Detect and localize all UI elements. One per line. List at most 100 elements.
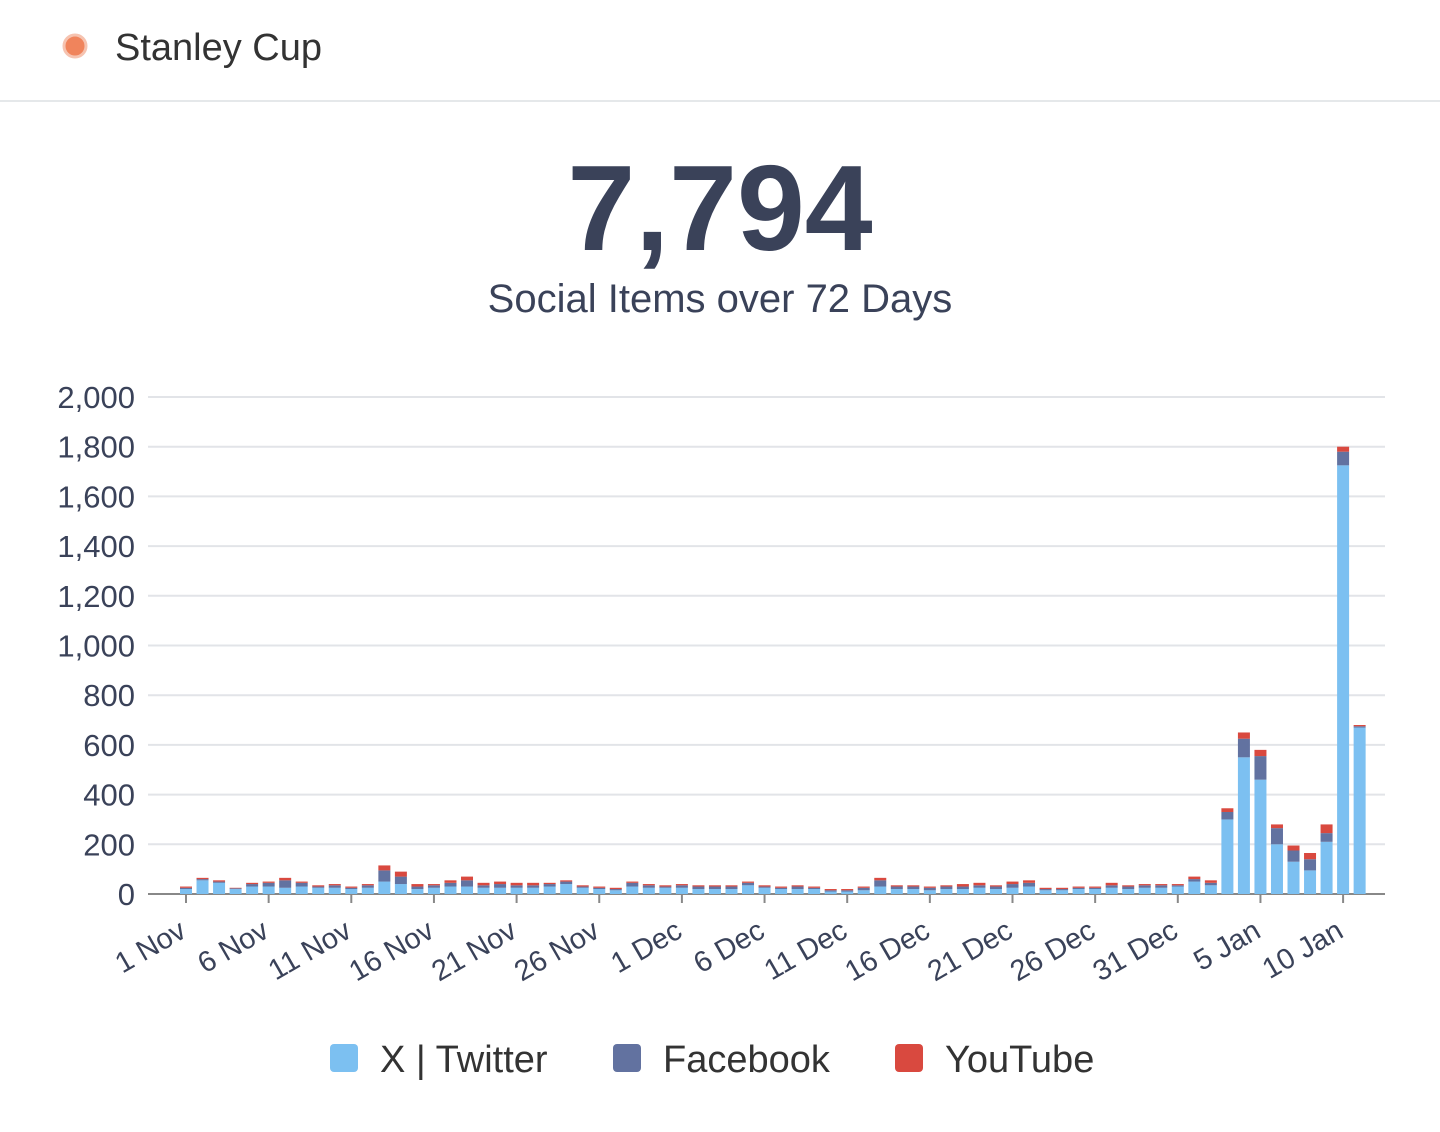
bar-segment: [1089, 886, 1102, 888]
bar-segment: [1155, 885, 1168, 888]
bar-segment: [1254, 756, 1267, 780]
bar-segment: [1204, 880, 1217, 883]
x-tick-label: 11 Nov: [263, 914, 357, 987]
bar-segment: [1304, 870, 1317, 894]
bar-segment: [609, 887, 622, 890]
bar-segment: [956, 886, 969, 890]
total-count: 7,794: [567, 140, 872, 276]
x-tick-label: 10 Jan: [1257, 914, 1348, 985]
bar-segment: [1304, 859, 1317, 871]
bar-segment: [675, 887, 688, 894]
bar-segment: [692, 885, 705, 887]
bar-segment: [560, 881, 573, 885]
bar-segment: [427, 887, 440, 894]
bar-segment: [295, 881, 308, 883]
bar-segment: [1089, 889, 1102, 894]
bar-segment: [890, 885, 903, 887]
bar-segment: [246, 884, 259, 887]
bar-segment: [196, 877, 209, 880]
bar-segment: [857, 887, 870, 891]
bar-segment: [378, 870, 391, 882]
bar-segment: [626, 881, 639, 883]
bar-segment: [461, 876, 474, 881]
bar-segment: [1023, 880, 1036, 883]
bar-segment: [196, 880, 209, 894]
bar-segment: [1056, 889, 1069, 891]
bar-segment: [576, 885, 589, 887]
bar-segment: [444, 880, 457, 883]
bar-segment: [708, 889, 721, 894]
bar-segment: [841, 889, 854, 891]
bar-segment: [180, 889, 192, 894]
bar-segment: [427, 885, 440, 888]
bar-segment: [791, 889, 804, 894]
x-tick-label: 26 Nov: [509, 914, 605, 988]
bar-segment: [775, 887, 788, 890]
x-tick-label: 21 Nov: [427, 914, 523, 988]
bar-segment: [659, 887, 672, 894]
bar-segment: [874, 880, 887, 887]
bar-segment: [262, 882, 275, 887]
bar-segment: [262, 886, 275, 894]
bar-segment: [246, 882, 259, 885]
bar-segment: [1023, 886, 1036, 894]
x-tick-label: 21 Dec: [922, 914, 1018, 988]
bar-segment: [1287, 845, 1300, 851]
bar-segment: [461, 886, 474, 894]
bar-segment: [1138, 884, 1151, 886]
bar-segment: [494, 881, 507, 885]
x-tick-label: 31 Dec: [1088, 914, 1184, 988]
bar-segment: [775, 886, 788, 888]
bar-segment: [1138, 887, 1151, 894]
bar-segment: [494, 887, 507, 894]
y-tick-label: 200: [83, 827, 135, 862]
bar-segment: [890, 886, 903, 890]
bar-segment: [808, 889, 821, 894]
bar-segment: [1171, 886, 1184, 894]
y-tick-label: 600: [83, 728, 135, 763]
bar-segment: [543, 884, 556, 887]
bar-segment: [543, 882, 556, 885]
legend-label: Facebook: [663, 1039, 831, 1081]
bar-segment: [345, 889, 358, 894]
x-tick-label: 6 Dec: [688, 914, 770, 980]
bar-segment: [229, 889, 242, 894]
bar-segment: [758, 886, 771, 888]
bar-segment: [1237, 738, 1250, 758]
bar-segment: [1056, 890, 1069, 894]
bar-segment: [742, 885, 755, 894]
bar-segment: [1105, 887, 1118, 894]
bar-segment: [973, 887, 986, 894]
bar-segment: [642, 887, 655, 894]
bar-segment: [1039, 890, 1052, 894]
bar-segment: [857, 890, 870, 894]
bar-segment: [1122, 886, 1135, 890]
bar-segment: [1353, 725, 1366, 727]
bar-segment: [411, 884, 424, 887]
bar-segment: [989, 889, 1002, 894]
bar-segment: [394, 876, 407, 885]
bar-segment: [824, 891, 837, 894]
bar-segment: [1287, 850, 1300, 862]
bar-segment: [708, 886, 721, 890]
bar-segment: [1072, 889, 1085, 894]
bar-segment: [1204, 882, 1217, 886]
bar-segment: [295, 886, 308, 894]
bar-segment: [1221, 819, 1234, 894]
bar-segment: [841, 891, 854, 894]
bar-segment: [1122, 889, 1135, 894]
bar-segment: [1138, 885, 1151, 888]
bar-segment: [279, 880, 292, 888]
bar-segment: [758, 885, 771, 887]
bar-segment: [312, 885, 325, 887]
bar-segment: [1188, 881, 1201, 894]
bar-segment: [560, 880, 573, 882]
bar-segment: [1188, 879, 1201, 882]
bar-segment: [791, 886, 804, 890]
bar-segment: [973, 882, 986, 886]
bar-segment: [213, 882, 226, 894]
bar-segment: [1039, 887, 1052, 890]
legend-swatch: [330, 1044, 358, 1072]
bar-segment: [1270, 844, 1283, 894]
bar-segment: [312, 886, 325, 888]
